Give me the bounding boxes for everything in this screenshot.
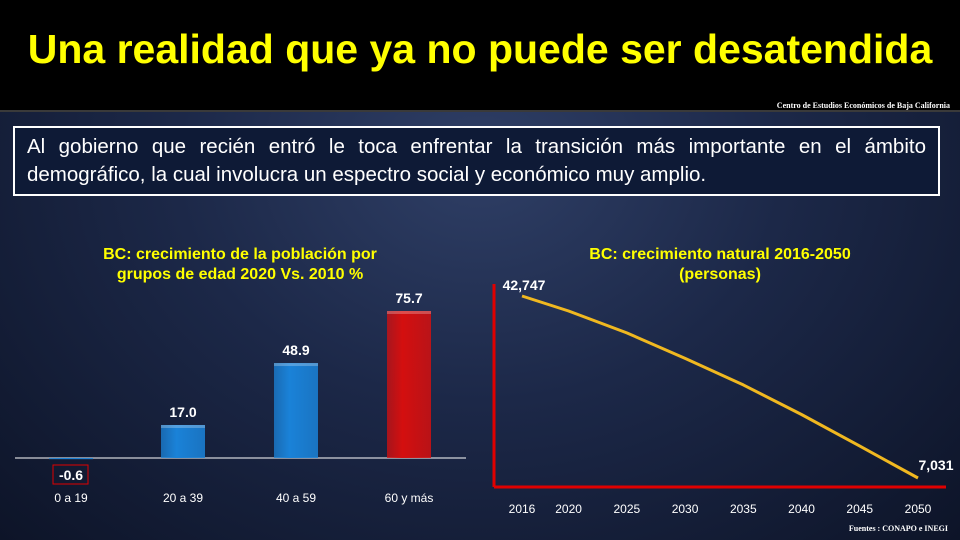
intro-text-box: Al gobierno que recién entró le toca enf… [13,126,940,196]
bar-chart-title-line2: grupos de edad 2020 Vs. 2010 % [116,266,364,283]
bar-1 [49,458,93,460]
bar-category-label-3: 40 a 59 [276,491,316,505]
line-x-tick-label-2035: 2035 [730,502,757,516]
line-chart-title: BC: crecimiento natural 2016-2050 (perso… [530,245,910,285]
bar-category-label-1: 0 a 19 [54,491,88,505]
bar-category-label-4: 60 y más [385,491,434,505]
line-x-tick-label-2025: 2025 [613,502,640,516]
negative-value-box [52,464,89,485]
line-series [521,294,919,480]
bar-highlight-4 [387,311,431,314]
bar-highlight-3 [274,363,318,367]
bar-3 [274,363,318,458]
bar-value-label-2: 17.0 [169,404,196,420]
bar-value-label-3: 48.9 [282,342,309,358]
source-note: Fuentes : CONAPO e INEGI [848,524,948,533]
bar-2 [161,424,205,458]
line-x-tick-label-2050: 2050 [905,502,932,516]
line-point-label-7: 7,031 [918,457,953,473]
bar-value-label-1: -0.6 [59,467,83,483]
bar-category-label-2: 20 a 39 [163,491,203,505]
line-x-tick-label-2040: 2040 [788,502,815,516]
bar-value-label-4: 75.7 [395,290,422,306]
line-x-tick-label-2020: 2020 [555,502,582,516]
line-x-tick-label-2016: 2016 [509,502,536,516]
line-x-tick-label-2030: 2030 [672,502,699,516]
line-chart-title-line2: (personas) [679,266,761,283]
line-x-tick-label-2045: 2045 [846,502,873,516]
line-point-label-0: 42,747 [503,277,546,293]
bar-chart-title-line1: BC: crecimiento de la población por [103,246,377,263]
bar-4 [387,311,431,458]
page-title: Una realidad que ya no puede ser desaten… [27,26,933,72]
organization-label: Centro de Estudios Económicos de Baja Ca… [776,101,950,110]
line-chart-title-line1: BC: crecimiento natural 2016-2050 [589,246,851,263]
title-bar: Una realidad que ya no puede ser desaten… [0,0,960,112]
bar-chart-title: BC: crecimiento de la población por grup… [50,245,430,285]
bar-highlight-2 [161,424,205,428]
